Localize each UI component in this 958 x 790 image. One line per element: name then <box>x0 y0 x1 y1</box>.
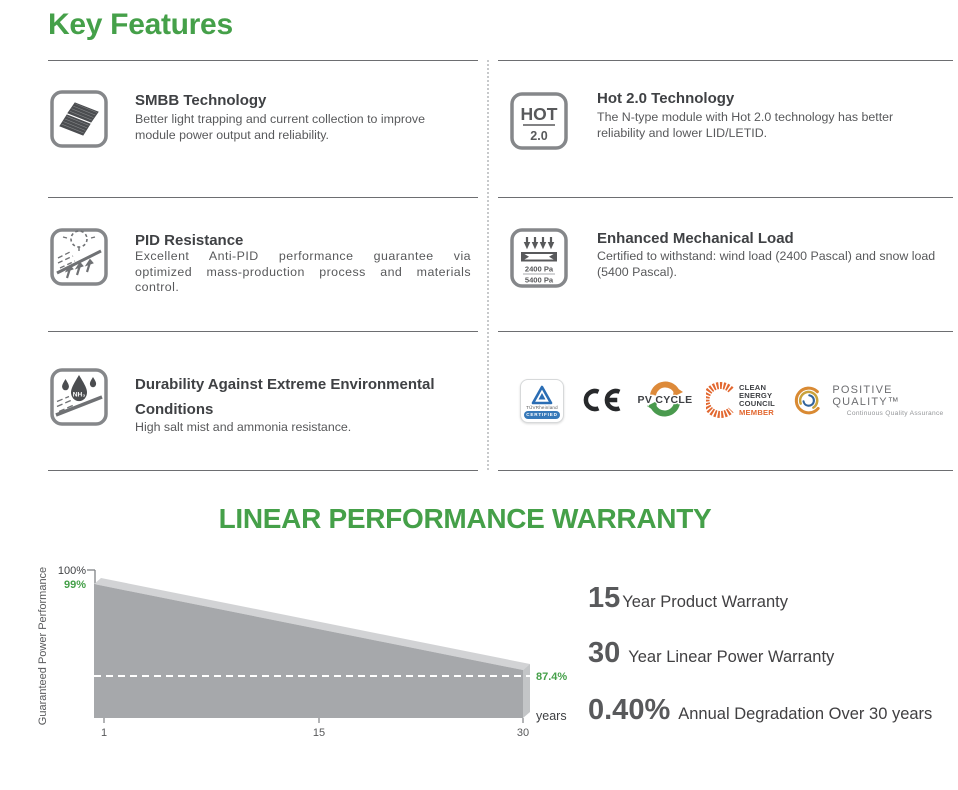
chart-top-band <box>94 578 530 670</box>
stat-product-warranty: 15 Year Product Warranty <box>588 584 788 613</box>
feature-title-pid: PID Resistance <box>135 232 244 249</box>
cec-line1: CLEAN <box>739 382 767 392</box>
solar-panel-icon <box>50 90 108 148</box>
clean-energy-council-logo: CLEAN ENERGY COUNCIL MEMBER <box>706 380 775 420</box>
chart-xtick-15: 15 <box>313 727 325 739</box>
chart-start-value: 99% <box>64 579 86 591</box>
warranty-degradation-chart: 100% 99% 87.4% 1 15 30 years Guaranteed … <box>37 565 567 739</box>
separator-line <box>48 331 478 332</box>
feature-desc-hot20: The N-type module with Hot 2.0 technolog… <box>597 110 894 140</box>
chart-end-value: 87.4% <box>536 671 567 683</box>
separator-line <box>498 331 953 332</box>
hot-2-0-badge-icon: HOT 2.0 <box>510 92 568 150</box>
mechanical-load-icon: 2400 Pa 5400 Pa <box>510 228 568 288</box>
page-title: Key Features <box>48 8 233 41</box>
positive-quality-text: POSITIVE QUALITY™ <box>832 384 901 408</box>
pv-cycle-text: PV CYCLE <box>638 394 693 406</box>
chart-ytick-100: 100% <box>58 565 86 577</box>
stat-label: Year Product Warranty <box>622 593 788 611</box>
chart-right-face <box>523 664 530 718</box>
salt-mist-ammonia-icon: NH₃ <box>50 368 108 426</box>
hot-icon-text: HOT <box>521 104 558 124</box>
stat-label: Year Linear Power Warranty <box>628 648 835 666</box>
positive-quality-subtext: Continuous Quality Assurance <box>846 410 944 417</box>
pv-cycle-logo: PV CYCLE <box>636 381 694 417</box>
chart-yaxis-label: Guaranteed Power Performance <box>37 567 49 725</box>
separator-line <box>48 60 478 61</box>
chart-area-face <box>94 584 523 718</box>
feature-title-mech-load: Enhanced Mechanical Load <box>597 230 794 247</box>
feature-title-hot20: Hot 2.0 Technology <box>597 90 735 107</box>
separator-line <box>498 197 953 198</box>
feature-title-durability: Durability Against Extreme Environmental… <box>135 376 435 418</box>
feature-title-smbb: SMBB Technology <box>135 92 267 109</box>
hot-icon-version: 2.0 <box>530 129 547 143</box>
positive-quality-logo: POSITIVE QUALITY™ Continuous Quality Ass… <box>793 384 958 417</box>
snow-load-label: 5400 Pa <box>525 276 554 285</box>
chart-xtick-30: 30 <box>517 727 529 739</box>
pid-resistance-icon <box>50 228 108 286</box>
separator-line <box>48 197 478 198</box>
chart-xtick-1: 1 <box>101 727 107 739</box>
separator-line <box>48 470 478 471</box>
stat-label: Annual Degradation Over 30 years <box>678 705 933 723</box>
stat-value: 30 <box>588 637 621 669</box>
wind-load-label: 2400 Pa <box>525 265 554 274</box>
ammonia-label: NH₃ <box>73 392 86 399</box>
positive-quality-swirl-icon <box>794 386 823 415</box>
stat-value: 0.40% <box>588 694 671 726</box>
separator-line <box>498 470 953 471</box>
cec-line2: ENERGY <box>739 390 773 400</box>
feature-desc-smbb: Better light trapping and current collec… <box>135 112 425 142</box>
cec-member: MEMBER <box>739 407 774 417</box>
stat-value: 15 <box>588 582 621 614</box>
tuv-brand-text: TÜVRheinland <box>526 405 558 410</box>
column-divider <box>487 60 489 470</box>
warranty-section-title: LINEAR PERFORMANCE WARRANTY <box>218 503 712 534</box>
chart-xaxis-label: years <box>536 709 567 723</box>
feature-desc-mech-load: Certified to withstand: wind load (2400 … <box>597 249 936 279</box>
cec-c-mark <box>706 382 734 418</box>
tuv-certified-banner: CERTIFIED <box>524 411 560 419</box>
stat-annual-degradation: 0.40% Annual Degradation Over 30 years <box>588 696 932 725</box>
separator-line <box>498 60 953 61</box>
ce-mark-logo <box>583 388 621 412</box>
stat-power-warranty: 30 Year Linear Power Warranty <box>588 639 834 668</box>
feature-desc-durability: High salt mist and ammonia resistance. <box>135 420 352 434</box>
cec-line3: COUNCIL <box>739 398 775 408</box>
feature-desc-pid: Excellent Anti-PID performance guarantee… <box>135 249 471 294</box>
tuv-rheinland-logo: TÜVRheinland CERTIFIED <box>520 379 564 423</box>
